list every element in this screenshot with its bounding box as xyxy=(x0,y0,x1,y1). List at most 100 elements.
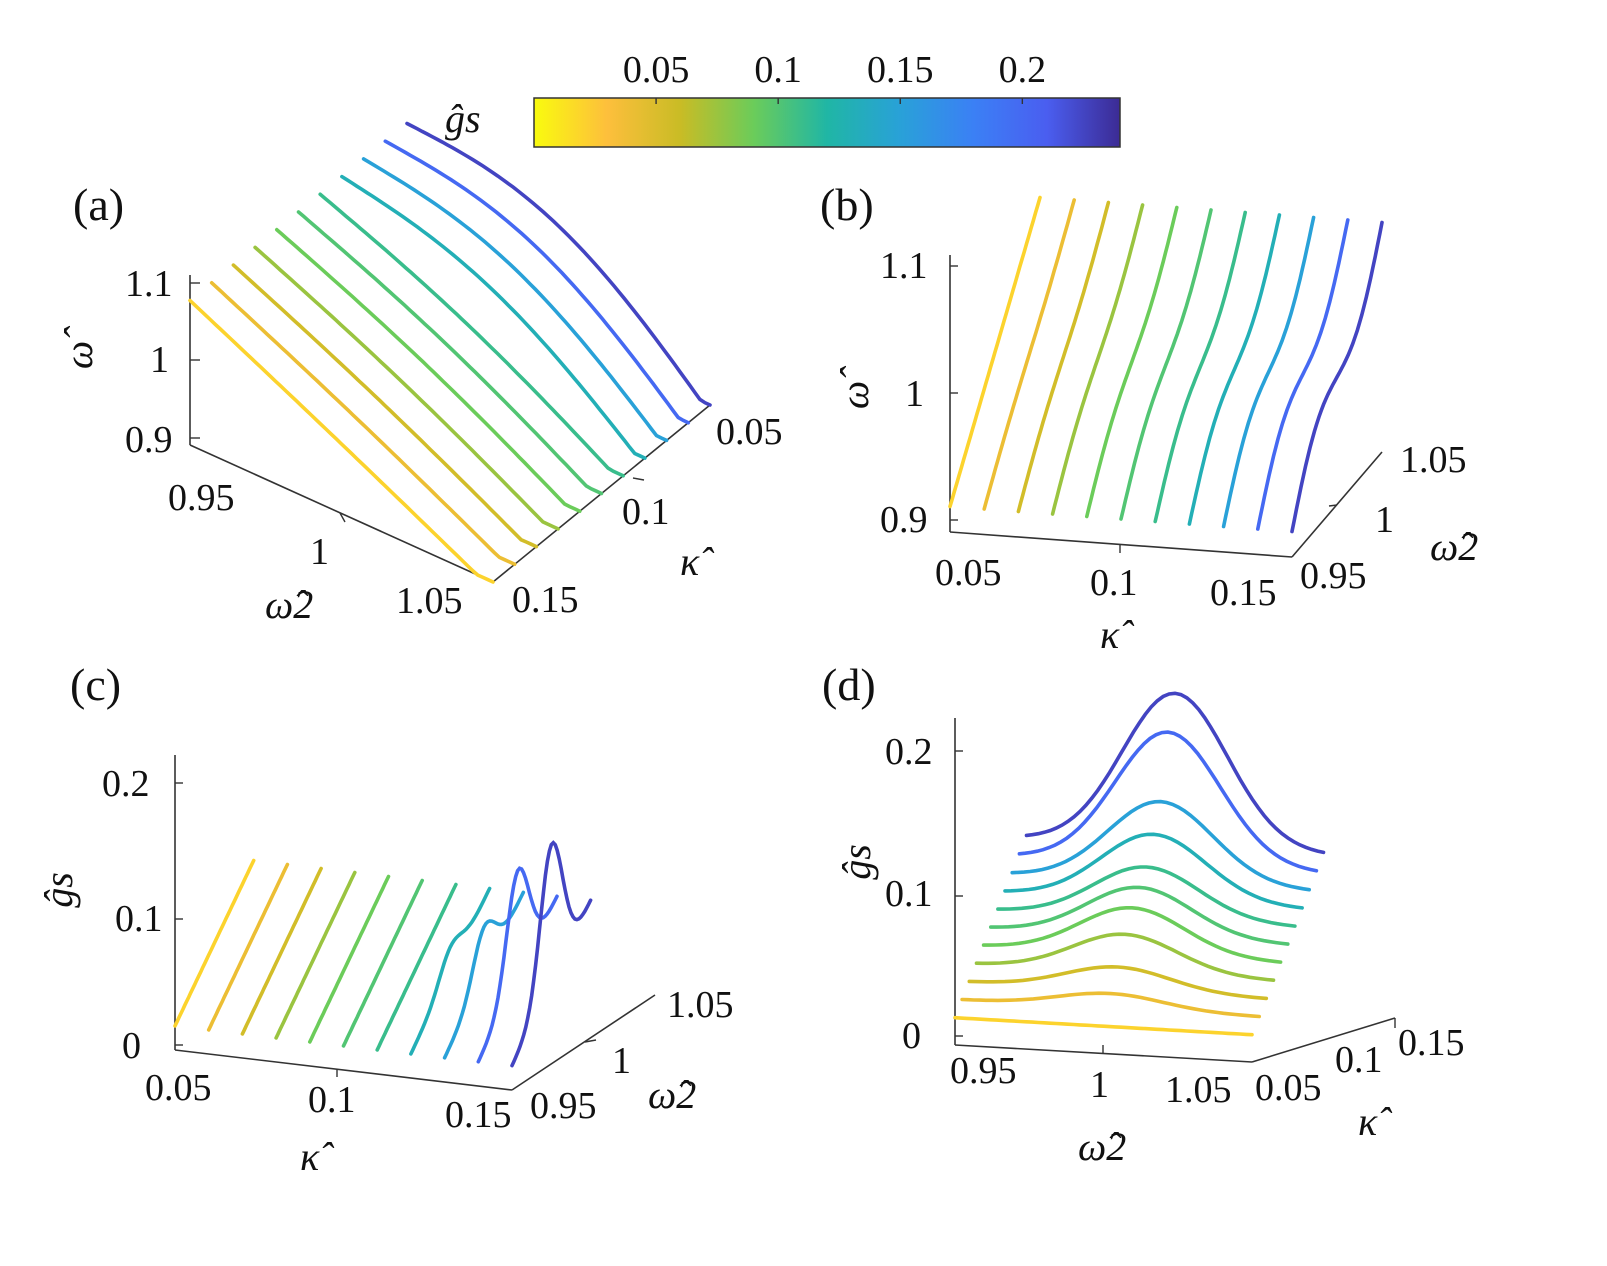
panel-b-w2tick-2: 0.95 xyxy=(1300,555,1367,597)
panel-d-curve-9 xyxy=(1017,730,1319,873)
panel-c-w2label: ω̂2 xyxy=(648,1072,696,1117)
colorbar-gradient xyxy=(533,97,1121,148)
panel-a-curve-5 xyxy=(296,210,604,496)
panel-a-klabel: κ̂ xyxy=(680,539,714,584)
panel-b-ktick-0: 0.05 xyxy=(935,552,1002,594)
panel-a-w2label: ω̂2 xyxy=(265,582,313,627)
panel-b-label: (b) xyxy=(820,179,874,230)
panel-a-w2tick-0: 0.95 xyxy=(168,477,235,519)
panel-b-curve-3 xyxy=(1050,203,1145,516)
panel-d-zlabel: ĝs xyxy=(834,844,879,880)
colorbar-tick-label-3: 0.2 xyxy=(999,49,1047,91)
panel-d: (d) 0.2 0.1 0 0.95 1 1.05 0.05 0.1 0.15 … xyxy=(822,659,1465,1169)
panel-b-klabel: κ̂ xyxy=(1100,612,1134,657)
panel-a-curves xyxy=(188,121,712,584)
panel-a: (a) 1.1 1 0.9 0.95 1 1.05 0.05 0.1 0.15 … xyxy=(56,121,783,627)
panel-a-w2tick-1: 1 xyxy=(310,531,329,573)
panel-d-ktick-2: 0.15 xyxy=(1398,1022,1465,1064)
panel-b-ztick-1: 1 xyxy=(905,373,924,415)
panel-c-curve-10 xyxy=(510,840,593,1068)
colorbar-tick-label-1: 0.1 xyxy=(754,49,802,91)
panel-d-w2label: ω̂2 xyxy=(1078,1124,1126,1169)
colorbar-tick-label-2: 0.15 xyxy=(867,49,934,91)
panel-b-curve-1 xyxy=(982,198,1076,511)
panel-a-curve-9 xyxy=(209,281,517,567)
panel-c-zlabel: ĝs xyxy=(36,872,81,908)
panel-d-w2tick-2: 1.05 xyxy=(1165,1069,1232,1111)
panel-a-curve-3 xyxy=(340,174,647,460)
colorbar-tick-label-0: 0.05 xyxy=(623,49,690,91)
panel-b-curve-5 xyxy=(1119,208,1213,521)
panel-a-curve-0 xyxy=(405,121,712,407)
panel-a-curve-6 xyxy=(275,227,582,513)
panel-d-curves xyxy=(953,691,1326,1037)
panel-b-zlabel: ω̂ xyxy=(832,366,877,409)
panel-b-w2tick-1: 1 xyxy=(1375,499,1394,541)
colorbar-label: ĝs xyxy=(445,96,481,141)
panel-b-curve-2 xyxy=(1016,200,1111,514)
panel-b-curve-9 xyxy=(1256,218,1350,531)
panel-c-w2tick-2: 0.95 xyxy=(530,1085,597,1127)
panel-d-curve-6 xyxy=(996,865,1297,928)
panel-b-ztick-2: 0.9 xyxy=(880,499,928,541)
panel-d-ztick-0: 0.2 xyxy=(885,731,933,773)
panel-c-curve-0 xyxy=(173,858,256,1028)
panel-a-ktick-0: 0.05 xyxy=(716,411,783,453)
panel-c-curve-3 xyxy=(274,870,357,1040)
panel-d-curve-2 xyxy=(967,964,1269,1001)
panel-c-curve-2 xyxy=(240,866,323,1036)
panel-b-ktick-1: 0.1 xyxy=(1090,562,1138,604)
panel-c-w2tick-0: 1.05 xyxy=(667,984,734,1026)
panel-b-w2label: ω̂2 xyxy=(1430,524,1478,569)
panel-b-curve-10 xyxy=(1290,220,1384,534)
panel-d-w2tick-1: 1 xyxy=(1090,1064,1109,1106)
panel-c-ztick-0: 0.2 xyxy=(102,763,150,805)
colorbar-ticks: 0.05 0.1 0.15 0.2 xyxy=(623,49,1046,104)
panel-c-curve-7 xyxy=(409,886,492,1056)
panel-b-w2tick-0: 1.05 xyxy=(1400,439,1467,481)
colorbar: ĝs 0.05 0.1 0.15 0.2 xyxy=(445,49,1121,148)
panel-b: (b) 1.1 1 0.9 0.05 0.1 0.15 1.05 1 0.95 … xyxy=(820,179,1478,657)
panel-b-axes xyxy=(949,255,1383,558)
panel-c-label: (c) xyxy=(70,659,121,710)
panel-d-w2tick-0: 0.95 xyxy=(950,1050,1017,1092)
panel-c-curve-9 xyxy=(476,866,559,1064)
panel-d-ktick-1: 0.1 xyxy=(1335,1039,1383,1081)
panel-c: (c) 0.2 0.1 0 0.05 0.1 0.15 1.05 1 0.95 … xyxy=(36,659,734,1179)
panel-a-curve-1 xyxy=(383,139,691,425)
panel-a-label: (a) xyxy=(73,179,124,230)
panel-a-zlabel: ω̂ xyxy=(56,326,101,369)
panel-d-curve-4 xyxy=(981,906,1283,964)
panel-c-ktick-1: 0.1 xyxy=(308,1079,356,1121)
panel-c-w2tick-1: 1 xyxy=(612,1040,631,1082)
panel-a-curve-10 xyxy=(188,298,495,584)
panel-a-ktick-1: 0.1 xyxy=(622,491,670,533)
panel-b-curve-8 xyxy=(1221,215,1316,529)
panel-b-ktick-2: 0.15 xyxy=(1210,572,1277,614)
panel-b-curve-0 xyxy=(948,195,1042,509)
panel-d-ztick-1: 0.1 xyxy=(885,873,933,915)
panel-c-curves xyxy=(173,840,593,1068)
panel-c-axes xyxy=(174,755,656,1091)
panel-d-curve-3 xyxy=(974,932,1276,982)
panel-b-curve-4 xyxy=(1085,205,1179,519)
panel-c-curve-8 xyxy=(442,890,526,1060)
panel-d-curve-1 xyxy=(960,991,1261,1019)
panel-a-ktick-2: 0.15 xyxy=(512,579,579,621)
panel-c-curve-5 xyxy=(341,878,424,1048)
panel-a-curve-8 xyxy=(231,263,539,549)
panel-a-w2tick-2: 1.05 xyxy=(396,580,463,622)
panel-c-ktick-0: 0.05 xyxy=(145,1067,212,1109)
panel-c-curve-1 xyxy=(206,862,290,1032)
panel-c-curve-6 xyxy=(375,882,458,1052)
panel-c-klabel: κ̂ xyxy=(300,1134,334,1179)
panel-d-axes xyxy=(954,718,1396,1063)
panel-d-curve-5 xyxy=(989,885,1290,946)
panel-a-ztick-1: 1 xyxy=(150,339,169,381)
panel-d-curve-0 xyxy=(953,1015,1254,1037)
panel-d-label: (d) xyxy=(822,659,876,710)
panel-d-klabel: κ̂ xyxy=(1358,1099,1392,1144)
panel-a-ztick-2: 0.9 xyxy=(125,419,173,461)
panel-a-curve-4 xyxy=(318,192,625,478)
